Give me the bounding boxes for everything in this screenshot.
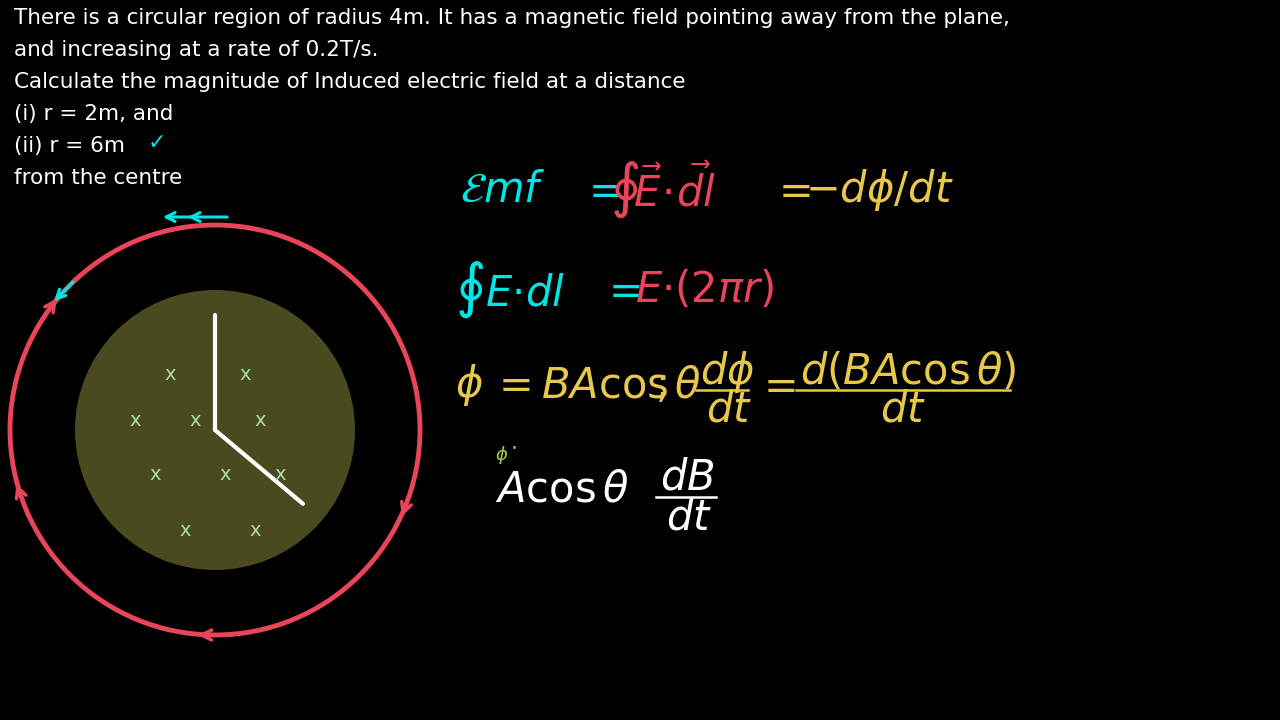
- Text: x: x: [150, 466, 161, 485]
- Text: x: x: [219, 466, 230, 485]
- Text: $\phi$: $\phi$: [454, 362, 483, 408]
- Text: x: x: [179, 521, 191, 539]
- Text: $=$: $=$: [755, 364, 795, 406]
- Text: $A\cos\theta$: $A\cos\theta$: [495, 469, 630, 511]
- Text: (i) r = 2m, and: (i) r = 2m, and: [14, 104, 173, 124]
- Text: (ii) r = 6m: (ii) r = 6m: [14, 136, 125, 156]
- Text: $\oint E{\cdot}dl$: $\oint E{\cdot}dl$: [454, 260, 564, 320]
- Text: x: x: [250, 521, 261, 539]
- Text: ✓: ✓: [148, 133, 166, 153]
- Text: x: x: [255, 410, 266, 430]
- Text: x: x: [164, 366, 175, 384]
- Text: $dt$: $dt$: [881, 389, 925, 431]
- Text: and increasing at a rate of 0.2T/s.: and increasing at a rate of 0.2T/s.: [14, 40, 379, 60]
- Text: $-d\phi/dt$: $-d\phi/dt$: [805, 167, 954, 213]
- Text: $;$: $;$: [655, 364, 666, 406]
- Text: $= BA\cos\theta$: $= BA\cos\theta$: [490, 364, 701, 406]
- Text: $\mathcal{E}mf$: $\mathcal{E}mf$: [460, 169, 545, 211]
- Text: Calculate the magnitude of Induced electric field at a distance: Calculate the magnitude of Induced elect…: [14, 72, 686, 92]
- Text: $E{\cdot}(2\pi r)$: $E{\cdot}(2\pi r)$: [635, 269, 774, 311]
- Text: $d(BA\cos\theta)$: $d(BA\cos\theta)$: [800, 351, 1016, 393]
- Text: $d\phi$: $d\phi$: [700, 349, 754, 395]
- Text: $dt$: $dt$: [666, 496, 712, 538]
- Text: $=$: $=$: [771, 169, 810, 211]
- Text: $dt$: $dt$: [707, 389, 753, 431]
- Text: $\oint \!\vec{E}\!\cdot\!\vec{dl}$: $\oint \!\vec{E}\!\cdot\!\vec{dl}$: [611, 159, 716, 221]
- Text: $\phi$: $\phi$: [495, 444, 508, 466]
- Text: x: x: [274, 466, 285, 485]
- Text: $=$: $=$: [600, 269, 640, 311]
- Text: x: x: [189, 410, 201, 430]
- Text: x: x: [239, 366, 251, 384]
- Circle shape: [76, 290, 355, 570]
- Text: from the centre: from the centre: [14, 168, 182, 188]
- Text: $\cdot$: $\cdot$: [509, 437, 517, 457]
- Text: $=$: $=$: [580, 169, 621, 211]
- Text: There is a circular region of radius 4m. It has a magnetic field pointing away f: There is a circular region of radius 4m.…: [14, 8, 1010, 28]
- Text: $dB$: $dB$: [660, 457, 714, 499]
- Text: x: x: [129, 410, 141, 430]
